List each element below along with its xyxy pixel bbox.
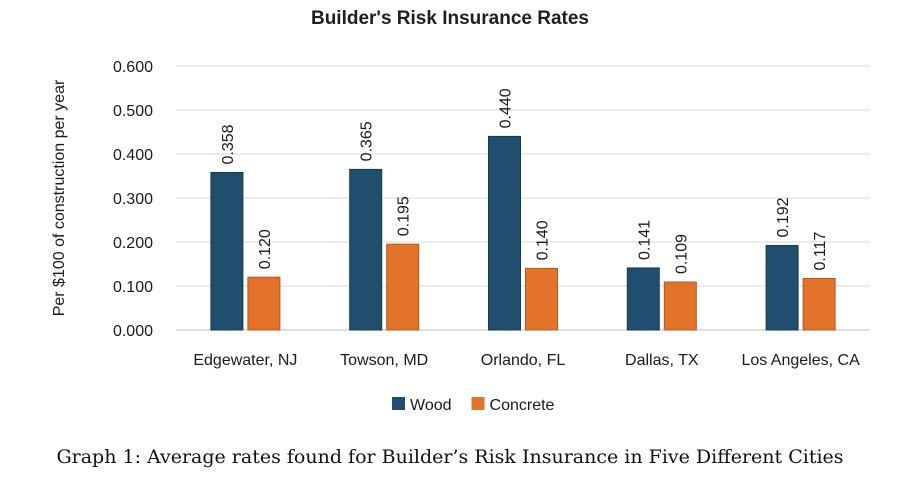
bar-wood [765, 245, 799, 331]
y-tick-label: 0.400 [113, 147, 153, 164]
y-tick-label: 0.000 [113, 323, 153, 340]
data-label: 0.117 [812, 232, 829, 271]
figure-caption: Graph 1: Average rates found for Builder… [56, 446, 844, 468]
legend-swatch-wood [392, 397, 405, 410]
bar-concrete [663, 281, 697, 331]
x-axis-ticks: Edgewater, NJ Towson, MD Orlando, FL Dallas… [193, 352, 860, 369]
bars [210, 135, 836, 331]
y-tick-label: 0.500 [113, 103, 153, 120]
y-tick-label: 0.100 [113, 279, 153, 296]
bar-wood [488, 135, 521, 331]
legend-label: Concrete [490, 397, 555, 414]
legend: Wood Concrete [392, 397, 555, 414]
data-label: 0.358 [220, 124, 237, 164]
data-labels: 0.358 0.120 0.365 0.195 0.440 0.140 0.141 0.109… [220, 88, 829, 274]
data-label: 0.440 [498, 88, 515, 128]
bar-wood [349, 168, 383, 331]
y-axis-ticks: 0.000 0.100 0.200 0.300 0.400 0.500 0.600 [113, 59, 153, 340]
data-label: 0.192 [775, 197, 792, 237]
bar-concrete [386, 243, 420, 331]
legend-label: Wood [410, 397, 452, 414]
bar-chart-plot: 0.000 0.100 0.200 0.300 0.400 0.500 0.600 0.35… [51, 59, 870, 414]
data-label: 0.140 [535, 220, 552, 260]
bar-wood [626, 267, 660, 331]
y-tick-label: 0.300 [113, 191, 153, 208]
bar-concrete [525, 267, 558, 331]
y-tick-label: 0.600 [113, 59, 153, 76]
data-label: 0.141 [636, 220, 653, 260]
legend-swatch-concrete [471, 397, 485, 410]
y-axis-label: Per $100 of construction per year [51, 79, 68, 316]
data-label: 0.120 [257, 229, 274, 269]
x-tick-label: Orlando, FL [481, 352, 566, 369]
x-tick-label: Edgewater, NJ [193, 352, 297, 369]
bar-concrete [247, 276, 281, 331]
data-label: 0.365 [359, 121, 376, 161]
x-tick-label: Dallas, TX [625, 352, 699, 369]
x-tick-label: Towson, MD [340, 352, 428, 369]
data-label: 0.195 [396, 196, 413, 236]
bar-concrete [802, 278, 836, 331]
gridlines [176, 65, 870, 331]
x-tick-label: Los Angeles, CA [741, 352, 860, 369]
y-tick-label: 0.200 [113, 235, 153, 252]
data-label: 0.109 [673, 234, 690, 274]
bar-wood [210, 171, 244, 331]
chart-title: Builder's Risk Insurance Rates [310, 8, 589, 29]
